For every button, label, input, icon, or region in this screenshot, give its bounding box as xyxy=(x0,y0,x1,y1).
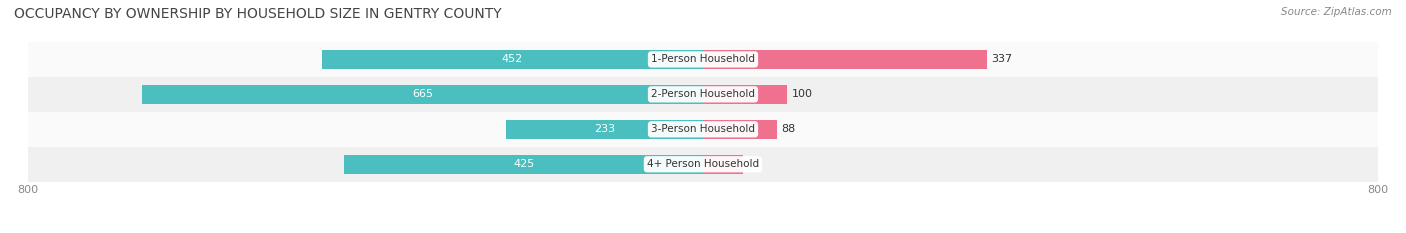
Text: 665: 665 xyxy=(412,89,433,99)
Bar xyxy=(142,85,703,104)
Text: 88: 88 xyxy=(782,124,796,134)
Bar xyxy=(506,120,703,139)
Text: 100: 100 xyxy=(792,89,813,99)
Bar xyxy=(28,77,1378,112)
Bar xyxy=(703,85,787,104)
Text: 2-Person Household: 2-Person Household xyxy=(651,89,755,99)
Text: 1-Person Household: 1-Person Household xyxy=(651,55,755,64)
Bar xyxy=(28,112,1378,147)
Bar xyxy=(703,50,987,69)
Text: 47: 47 xyxy=(747,159,761,169)
Text: 425: 425 xyxy=(513,159,534,169)
Text: 3-Person Household: 3-Person Household xyxy=(651,124,755,134)
Bar xyxy=(703,120,778,139)
Bar xyxy=(28,42,1378,77)
Bar xyxy=(344,155,703,174)
Bar xyxy=(322,50,703,69)
Text: OCCUPANCY BY OWNERSHIP BY HOUSEHOLD SIZE IN GENTRY COUNTY: OCCUPANCY BY OWNERSHIP BY HOUSEHOLD SIZE… xyxy=(14,7,502,21)
Text: 452: 452 xyxy=(502,55,523,64)
Bar xyxy=(28,147,1378,182)
Text: 4+ Person Household: 4+ Person Household xyxy=(647,159,759,169)
Text: Source: ZipAtlas.com: Source: ZipAtlas.com xyxy=(1281,7,1392,17)
Bar xyxy=(703,155,742,174)
Text: 233: 233 xyxy=(595,124,616,134)
Text: 337: 337 xyxy=(991,55,1012,64)
